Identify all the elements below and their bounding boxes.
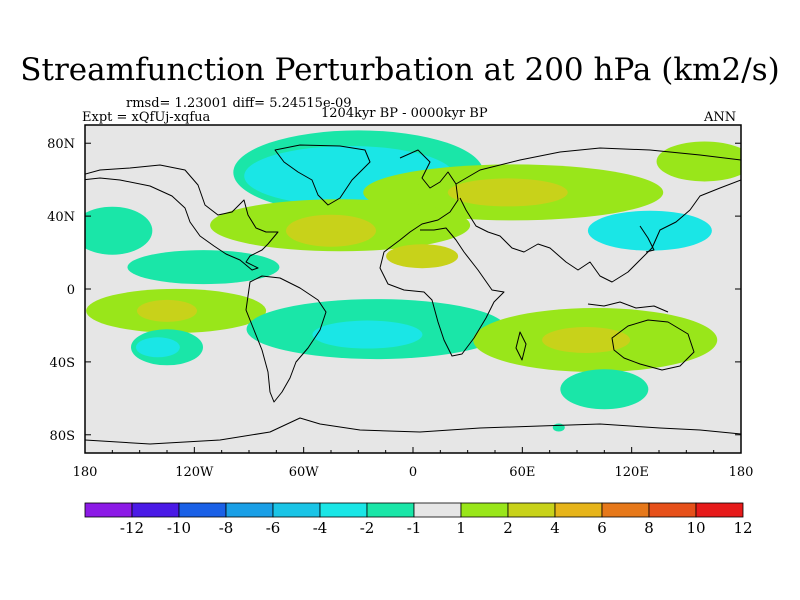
axis-ticks: 180 120W 60W 0 60E 120E 180 80N 40N 0 40S 80S	[47, 137, 753, 480]
anomaly-southern-ocean-negative	[560, 369, 649, 410]
x-tick-label: 60W	[289, 465, 320, 480]
legend-label: -2	[360, 519, 375, 537]
stats-text: rmsd= 1.23001 diff= 5.24515e-09	[126, 96, 352, 111]
south-america-outline	[245, 275, 327, 403]
asia-outline	[455, 147, 741, 283]
legend-swatch	[225, 502, 274, 518]
australia-outline	[611, 319, 695, 371]
antarctica-outline	[85, 417, 741, 445]
anomaly-south-atlantic-core	[312, 320, 423, 349]
anomaly-eurasia-positive-core	[447, 178, 568, 207]
legend-swatch	[131, 502, 180, 518]
legend-label: 2	[503, 519, 513, 537]
anomaly-arctic-east-positive	[656, 141, 741, 182]
europe-africa-outline	[379, 149, 505, 357]
indonesia-outline	[587, 301, 669, 313]
legend-label: -10	[167, 519, 191, 537]
x-tick-label: 180	[73, 465, 98, 480]
greenland-outline	[274, 144, 371, 206]
anomaly-field	[85, 130, 741, 432]
anomaly-pacific-north-negative	[85, 206, 153, 255]
legend-swatch	[413, 502, 462, 518]
y-tick-label: 80N	[47, 137, 75, 152]
anomaly-pacific-south-core	[137, 299, 197, 322]
legend-swatch	[319, 502, 368, 518]
anomaly-indian-ocean-core	[542, 327, 631, 354]
legend-label: -4	[313, 519, 328, 537]
legend-swatch	[366, 502, 415, 518]
x-tick-label: 120W	[175, 465, 214, 480]
y-tick-label: 40S	[50, 356, 75, 371]
legend-label: -1	[407, 519, 422, 537]
anomaly-southeast-pacific-core	[135, 337, 180, 358]
legend-label: 8	[644, 519, 654, 537]
period-label: 1204kyr BP - 0000kyr BP	[321, 106, 488, 121]
y-tick-label: 40N	[47, 210, 75, 225]
legend-swatch	[507, 502, 556, 518]
north-america-outline	[85, 164, 279, 271]
anomaly-east-asia-negative	[587, 210, 712, 251]
legend-swatch	[178, 502, 227, 518]
y-tick-label: 0	[67, 283, 75, 298]
coastlines	[85, 144, 741, 445]
madagascar-outline	[515, 331, 527, 361]
season-label: ANN	[704, 110, 737, 125]
y-tick-label: 80S	[50, 429, 75, 444]
anomaly-subtropical-atlantic-core	[286, 214, 376, 247]
x-tick-label: 60E	[509, 465, 535, 480]
legend-label: 12	[733, 519, 752, 537]
legend-swatch	[601, 502, 650, 518]
legend-label: -8	[219, 519, 234, 537]
legend-label: -12	[120, 519, 144, 537]
anomaly-pacific-equatorial-negative	[127, 250, 280, 285]
legend-label: -6	[266, 519, 281, 537]
legend-label: 6	[597, 519, 607, 537]
x-tick-label: 0	[409, 465, 417, 480]
anomaly-west-africa-core	[386, 244, 459, 269]
map-title: Streamfunction Perturbation at 200 hPa (…	[20, 52, 780, 88]
legend-swatch	[695, 502, 744, 518]
x-tick-label: 120E	[615, 465, 649, 480]
japan-outline	[639, 225, 655, 253]
legend-swatch	[460, 502, 509, 518]
legend-label: 10	[686, 519, 705, 537]
legend-label: 4	[550, 519, 560, 537]
legend-swatch	[554, 502, 603, 518]
x-tick-label: 180	[729, 465, 754, 480]
legend-label: 1	[456, 519, 466, 537]
legend-swatch	[84, 502, 133, 518]
legend-swatch	[648, 502, 697, 518]
legend-swatch	[272, 502, 321, 518]
experiment-label: Expt = xQfUj-xqfua	[82, 110, 211, 125]
